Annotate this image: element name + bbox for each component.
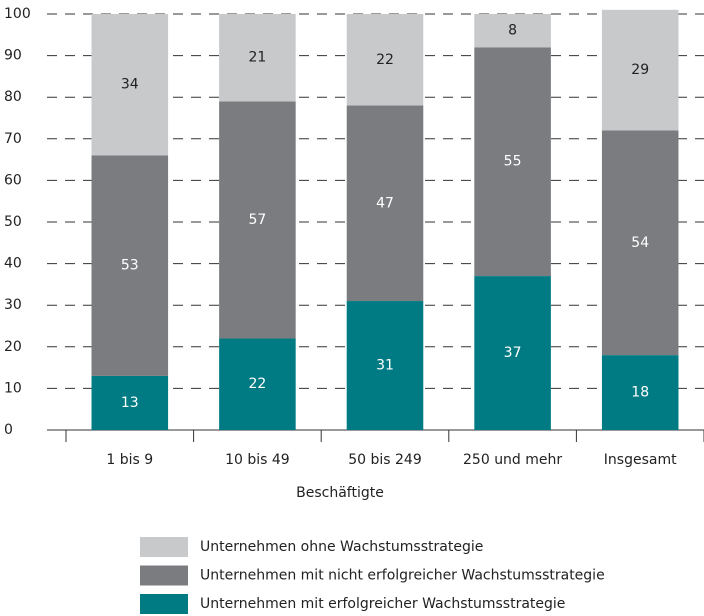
data-label: 29 (631, 62, 649, 78)
y-tick-label: 20 (4, 339, 22, 355)
legend-label: Unternehmen ohne Wachstumsstrategie (200, 539, 483, 555)
y-tick-label: 80 (4, 89, 22, 105)
data-label: 47 (376, 195, 394, 211)
data-label: 57 (248, 212, 266, 228)
data-label: 31 (376, 358, 394, 374)
x-axis-label: Beschäftigte (296, 485, 384, 501)
bar-segment (346, 105, 424, 302)
y-tick-label: 70 (4, 131, 22, 147)
legend-swatch (140, 537, 188, 557)
legend-label: Unternehmen mit nicht erfolgreicher Wach… (200, 568, 605, 584)
x-tick-label: 50 bis 249 (348, 452, 422, 468)
x-tick-label: Insgesamt (604, 452, 677, 468)
data-label: 54 (631, 235, 649, 251)
x-tick-label: 250 und mehr (463, 452, 562, 468)
bar-segment (91, 375, 169, 430)
y-tick-label: 100 (4, 6, 31, 22)
y-tick-label: 50 (4, 214, 22, 230)
bar-segment (474, 14, 551, 48)
bar-segment (601, 130, 679, 356)
data-label: 22 (248, 376, 266, 392)
y-tick-label: 30 (4, 297, 22, 313)
bar-segment (346, 301, 424, 430)
legend-label: Unternehmen mit erfolgreicher Wachstumss… (200, 596, 565, 612)
data-label: 21 (248, 50, 266, 66)
bar-segment (219, 14, 296, 102)
data-label: 53 (121, 258, 139, 274)
bar-segment (219, 101, 296, 339)
data-label: 34 (121, 77, 139, 93)
bar-segment (474, 276, 551, 430)
y-tick-label: 10 (4, 380, 22, 396)
data-label: 8 (508, 23, 517, 39)
x-tick-label: 10 bis 49 (225, 452, 290, 468)
legend-swatch (140, 594, 188, 614)
y-tick-label: 60 (4, 172, 22, 188)
data-label: 13 (121, 395, 139, 411)
data-label: 22 (376, 52, 394, 68)
bar-segment (601, 9, 679, 131)
bar-segment (91, 155, 169, 376)
data-label: 37 (504, 345, 522, 361)
y-tick-label: 0 (4, 422, 13, 438)
x-tick-label: 1 bis 9 (106, 452, 153, 468)
bar-segment (601, 355, 679, 430)
legend-swatch (140, 565, 188, 586)
bar-segment (474, 47, 551, 277)
y-tick-label: 40 (4, 256, 22, 272)
data-label: 55 (504, 154, 522, 170)
bar-segment (346, 14, 424, 106)
bar-segment (219, 338, 296, 430)
data-label: 18 (631, 385, 649, 401)
y-tick-label: 90 (4, 48, 22, 64)
bar-segment (91, 14, 169, 156)
